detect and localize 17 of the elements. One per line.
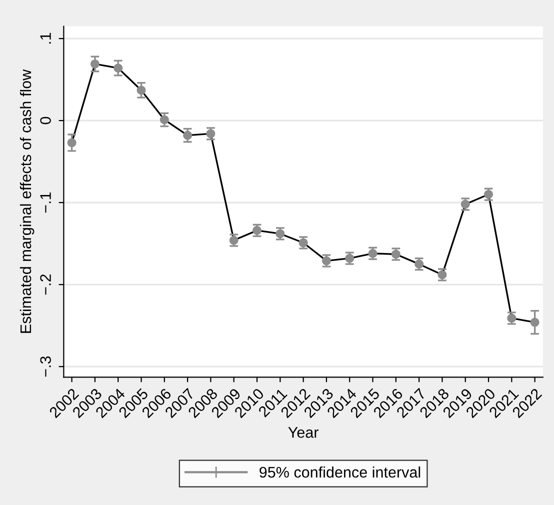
point	[67, 138, 76, 148]
y-tick-label: −.2	[40, 274, 51, 295]
point	[136, 86, 146, 95]
point	[183, 130, 192, 140]
legend-label: 95% confidence interval	[260, 466, 420, 478]
y-axis-title: Estimated marginal effects of cash flow	[20, 69, 34, 333]
point	[530, 318, 540, 327]
y-tick-label: −.1	[40, 192, 51, 213]
point	[114, 64, 123, 73]
y-tick-label: −.3	[40, 356, 51, 377]
point	[160, 115, 169, 124]
y-tick-label: .1	[40, 32, 51, 44]
point	[414, 260, 424, 269]
point	[90, 59, 100, 68]
x-axis-title: Year	[288, 427, 318, 438]
point	[252, 226, 262, 235]
y-tick-label: 0	[40, 116, 51, 124]
